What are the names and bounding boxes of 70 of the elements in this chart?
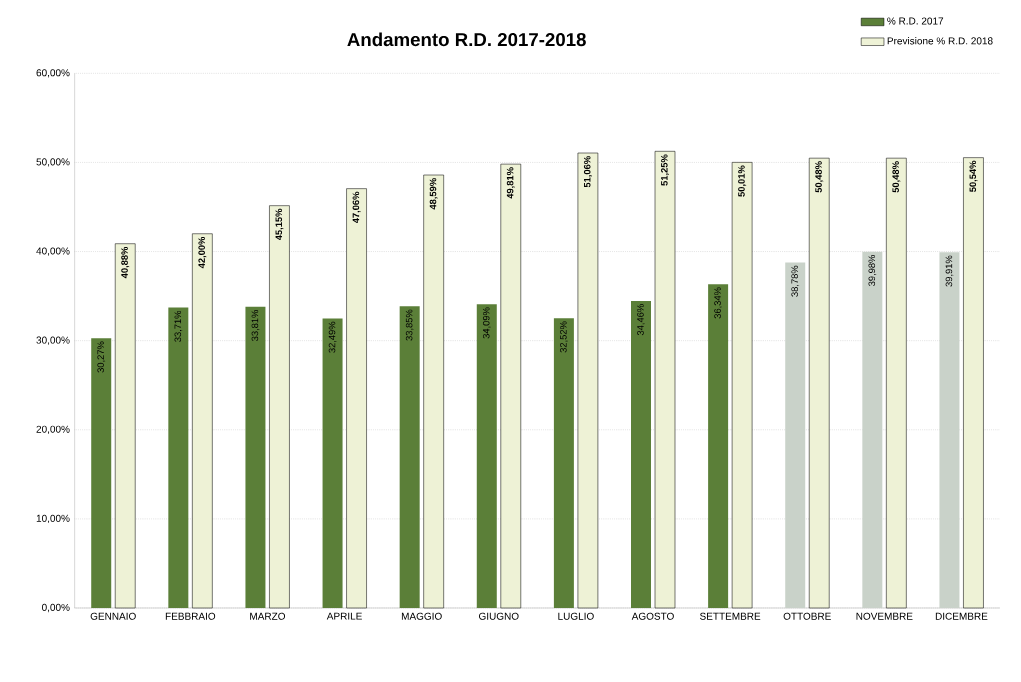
x-tick-label: NOVEMBRE <box>856 612 913 620</box>
bar <box>114 243 136 609</box>
data-label: 51,06% <box>583 156 592 188</box>
x-tick-label: FEBBRAIO <box>165 612 216 620</box>
data-label: 50,48% <box>815 161 824 193</box>
data-label: 48,59% <box>429 178 438 210</box>
bar <box>500 163 522 609</box>
data-label: 32,52% <box>560 321 568 353</box>
bar <box>423 174 444 609</box>
legend-label: Previsione % R.D. 2018 <box>887 37 993 45</box>
data-label: 39,91% <box>945 255 954 287</box>
data-label: 32,49% <box>328 321 337 353</box>
bar <box>476 304 497 608</box>
bar <box>631 300 651 608</box>
y-tick-label: 30,00% <box>36 336 70 345</box>
bar <box>399 306 420 608</box>
y-tick-label: 60,00% <box>36 69 70 78</box>
data-label: 50,54% <box>969 160 978 192</box>
bar <box>553 318 574 608</box>
data-label: 38,78% <box>791 265 800 297</box>
legend-label: % R.D. 2017 <box>887 17 944 25</box>
bar <box>322 318 343 608</box>
x-tick-label: SETTEMBRE <box>700 612 761 620</box>
y-tick-label: 40,00% <box>36 247 70 256</box>
data-label: 36,34% <box>714 287 722 319</box>
bar <box>785 262 806 608</box>
data-label: 47,06% <box>352 191 361 224</box>
bar <box>91 338 112 608</box>
data-label: 49,81% <box>506 167 515 199</box>
y-tick-label: 20,00% <box>36 425 70 434</box>
y-tick-label: 0,00% <box>42 603 70 613</box>
bar <box>269 205 290 609</box>
data-label: 30,27% <box>97 341 106 373</box>
x-tick-label: OTTOBRE <box>783 612 831 620</box>
data-label: 50,01% <box>738 165 747 197</box>
x-tick-label: GIUGNO <box>479 612 519 620</box>
x-tick-label: GENNAIO <box>90 612 136 620</box>
bar <box>577 152 599 609</box>
bar <box>192 233 213 609</box>
bar <box>808 157 830 609</box>
data-label: 34,09% <box>482 307 491 339</box>
bar <box>168 307 189 608</box>
bar <box>963 157 984 609</box>
bar <box>346 188 367 609</box>
x-tick-label: LUGLIO <box>558 612 594 620</box>
x-tick-label: MARZO <box>250 612 286 620</box>
chart-title: Andamento R.D. 2017-2018 <box>347 32 586 47</box>
bar <box>939 252 960 608</box>
data-label: 42,00% <box>198 236 207 269</box>
data-label: 33,81% <box>251 309 260 341</box>
x-tick-label: DICEMBRE <box>935 612 988 620</box>
bar <box>886 157 907 609</box>
data-label: 33,71% <box>174 310 183 342</box>
bar <box>862 251 883 608</box>
y-tick-label: 10,00% <box>36 514 70 524</box>
bar <box>654 151 676 609</box>
x-tick-label: AGOSTO <box>631 612 674 620</box>
bar <box>708 284 729 608</box>
data-label: 45,15% <box>275 208 284 241</box>
x-tick-label: MAGGIO <box>401 612 442 620</box>
data-label: 34,46% <box>637 304 645 336</box>
data-label: 51,25% <box>661 154 669 186</box>
data-label: 40,88% <box>121 246 130 279</box>
x-tick-label: APRILE <box>326 612 362 620</box>
data-label: 39,98% <box>868 255 877 286</box>
data-label: 50,48% <box>892 161 901 193</box>
data-label: 33,85% <box>405 309 414 341</box>
bar <box>245 306 266 608</box>
bar <box>731 162 753 609</box>
y-tick-label: 50,00% <box>36 158 70 167</box>
